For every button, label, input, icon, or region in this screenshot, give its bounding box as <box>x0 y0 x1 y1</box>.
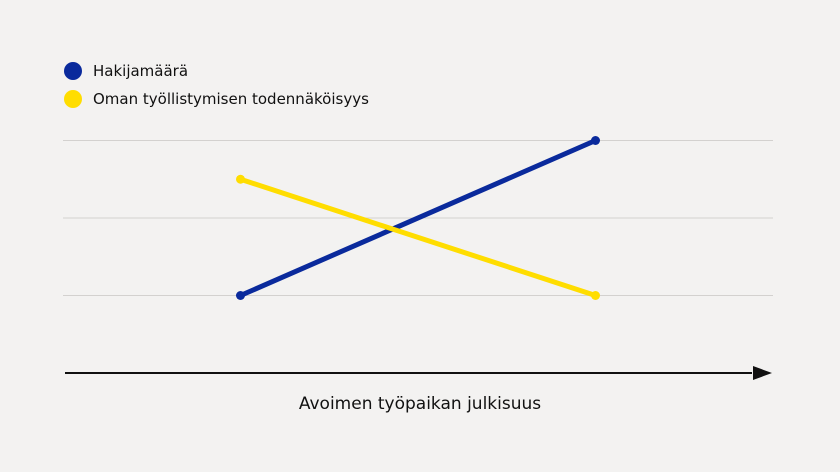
series-line-2 <box>238 176 598 298</box>
series-2-point-1 <box>236 174 245 184</box>
series-2-point-2 <box>591 291 600 300</box>
legend-swatch-tyollistyminen <box>64 90 82 108</box>
legend-item-hakijamaara: Hakijamäärä <box>64 62 188 80</box>
series-1-point-1 <box>236 291 245 300</box>
x-axis-title: Avoimen työpaikan julkisuus <box>299 394 541 414</box>
legend-label-hakijamaara: Hakijamäärä <box>93 62 188 80</box>
legend-label-tyollistyminen: Oman työllistymisen todennäköisyys <box>93 90 369 108</box>
series-line-1 <box>238 138 598 298</box>
x-axis-arrow-icon <box>753 366 772 380</box>
series-1-point-2 <box>591 136 600 145</box>
legend-item-tyollistyminen: Oman työllistymisen todennäköisyys <box>64 90 369 108</box>
legend-swatch-hakijamaara <box>64 62 82 80</box>
series-layer <box>236 136 600 300</box>
legend: Hakijamäärä Oman työllistymisen todennäk… <box>64 62 369 108</box>
